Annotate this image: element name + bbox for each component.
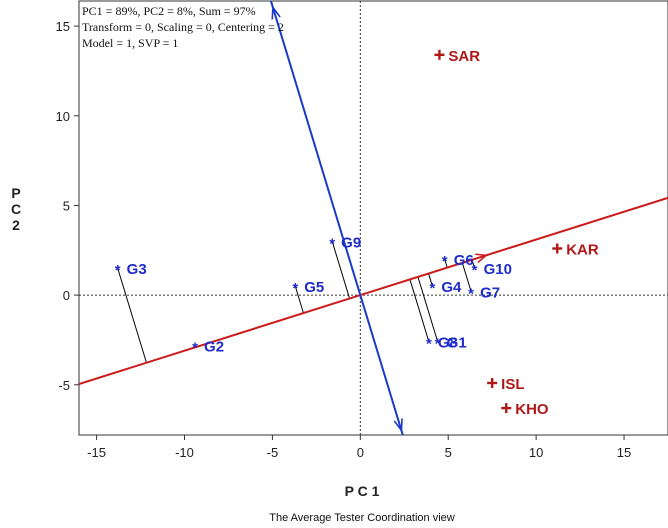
- x-tick-label: -15: [87, 445, 106, 460]
- x-tick-label: -10: [175, 445, 194, 460]
- projection-line-g10: [471, 259, 476, 269]
- info-line-3: Model = 1, SVP = 1: [82, 36, 178, 50]
- genotype-label-g6: G6: [454, 252, 474, 269]
- y-tick-label: 5: [63, 198, 70, 213]
- environment-label-kar: KAR: [566, 241, 599, 258]
- y-tick-label: -5: [58, 378, 70, 393]
- ate-ordinate-line: [269, 1, 404, 435]
- y-tick-label: 0: [63, 288, 70, 303]
- projection-line-g8: [409, 279, 430, 342]
- projection-line-g9: [331, 241, 351, 299]
- info-line-2: Transform = 0, Scaling = 0, Centering = …: [82, 20, 284, 34]
- environment-label-isl: ISL: [501, 376, 524, 393]
- y-tick-label: 10: [56, 109, 70, 124]
- genotype-marker-g1: *: [435, 336, 441, 353]
- x-tick-label: 10: [529, 445, 543, 460]
- projection-line-g7: [461, 262, 472, 292]
- projection-line-g6: [444, 259, 448, 268]
- genotype-marker-g10: *: [472, 262, 478, 279]
- genotype-label-g2: G2: [204, 338, 224, 355]
- x-tick-label: 0: [357, 445, 364, 460]
- ate-arrowhead: [475, 253, 489, 264]
- plot-frame: [78, 0, 668, 436]
- genotype-marker-g3: *: [115, 262, 121, 279]
- projection-line-g1: [417, 276, 439, 342]
- genotype-label-g1: G1: [447, 335, 467, 352]
- chart-caption: The Average Tester Coordination view: [269, 512, 455, 524]
- projection-line-g3: [117, 268, 147, 363]
- ordinate-arrow-bottom: [393, 418, 403, 433]
- genotype-label-g10: G10: [484, 261, 512, 278]
- projection-line-g5: [294, 286, 304, 314]
- genotype-label-g5: G5: [304, 279, 324, 296]
- info-line-1: PC1 = 89%, PC2 = 8%, Sum = 97%: [82, 4, 256, 18]
- genotype-marker-g5: *: [292, 280, 298, 297]
- x-tick-label: 5: [445, 445, 452, 460]
- genotype-marker-g9: *: [329, 235, 335, 252]
- genotype-marker-g7: *: [468, 286, 474, 303]
- environment-label-sar: SAR: [448, 48, 480, 65]
- genotype-label-g8: G8: [438, 335, 458, 352]
- genotype-label-g4: G4: [441, 279, 462, 296]
- ordinate-arrow-top: [271, 5, 281, 20]
- genotype-marker-g4: *: [429, 280, 435, 297]
- x-tick-label: 15: [617, 445, 631, 460]
- projection-line-g4: [428, 273, 433, 287]
- environment-label-kho: KHO: [515, 401, 549, 418]
- x-axis-title: P C 1: [345, 483, 380, 499]
- y-tick-label: 15: [56, 19, 70, 34]
- genotype-marker-g6: *: [442, 253, 448, 270]
- genotype-marker-g2: *: [192, 339, 198, 356]
- genotype-label-g3: G3: [127, 261, 147, 278]
- genotype-label-g7: G7: [480, 285, 500, 302]
- x-tick-label: -5: [267, 445, 279, 460]
- genotype-label-g9: G9: [341, 234, 361, 251]
- genotype-marker-g8: *: [426, 336, 432, 353]
